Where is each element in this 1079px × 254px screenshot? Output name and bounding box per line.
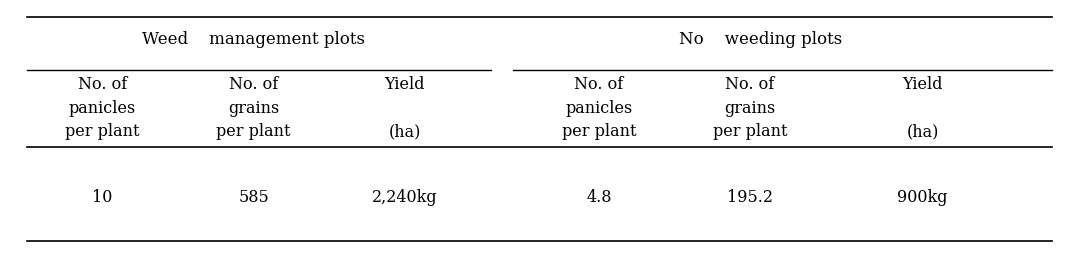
Text: No. of
grains
per plant: No. of grains per plant bbox=[712, 76, 788, 140]
Text: 585: 585 bbox=[238, 188, 269, 205]
Text: 900kg: 900kg bbox=[898, 188, 947, 205]
Text: 2,240kg: 2,240kg bbox=[372, 188, 437, 205]
Text: 4.8: 4.8 bbox=[586, 188, 612, 205]
Text: No    weeding plots: No weeding plots bbox=[679, 31, 843, 48]
Text: Yield

(ha): Yield (ha) bbox=[902, 76, 943, 140]
Text: Yield

(ha): Yield (ha) bbox=[384, 76, 425, 140]
Text: 195.2: 195.2 bbox=[727, 188, 773, 205]
Text: 10: 10 bbox=[93, 188, 112, 205]
Text: No. of
grains
per plant: No. of grains per plant bbox=[216, 76, 291, 140]
Text: No. of
panicles
per plant: No. of panicles per plant bbox=[65, 76, 140, 140]
Text: Weed    management plots: Weed management plots bbox=[142, 31, 365, 48]
Text: No. of
panicles
per plant: No. of panicles per plant bbox=[561, 76, 637, 140]
